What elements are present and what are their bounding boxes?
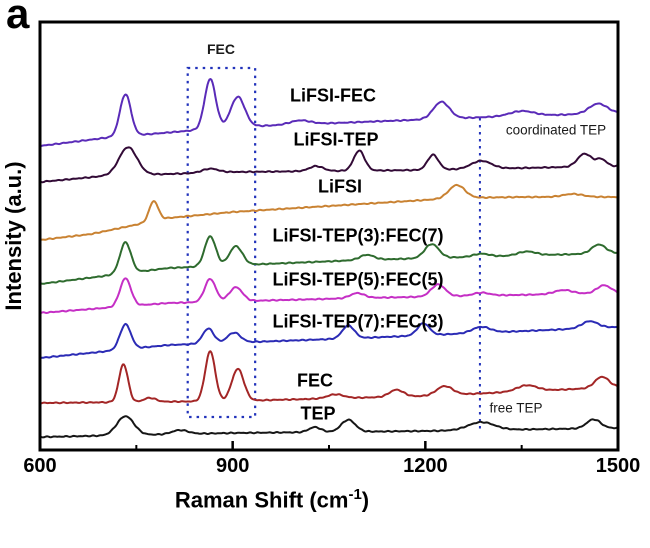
series-label-tep: TEP [300,403,336,424]
fec-region-label: FEC [207,41,235,57]
series-label-lifsi-tep-7-fec-3-: LiFSI-TEP(7):FEC(3) [272,311,444,332]
fec-region-dotted-box [186,66,257,419]
spectrum-trace-lifsi-tep-3-fec-7- [39,235,619,285]
x-axis-title: Raman Shift (cm-1) [175,486,369,513]
spectrum-trace-lifsi [39,183,619,241]
series-label-lifsi-tep-5-fec-5-: LiFSI-TEP(5):FEC(5) [272,269,444,290]
x-axis-title-sup: -1 [348,486,362,503]
spectrum-trace-lifsi-tep-5-fec-5- [39,277,619,315]
free-tep-label: free TEP [489,400,543,416]
x-tick-label-1200: 1200 [403,455,448,477]
spectrum-trace-fec [39,350,619,405]
series-label-lifsi-tep-3-fec-7-: LiFSI-TEP(3):FEC(7) [272,225,444,246]
x-axis-title-close: ) [361,487,370,513]
x-axis-title-text: Raman Shift (cm [174,487,349,513]
x-tick-label-1500: 1500 [595,455,641,477]
series-label-lifsi: LiFSI [318,176,362,197]
spectrum-trace-lifsi-fec [39,78,619,148]
spectrum-trace-lifsi-tep [39,146,619,184]
coordinated-tep-label: coordinated TEP [505,122,607,138]
x-tick-label-900: 900 [215,455,250,477]
spectrum-trace-lifsi-tep-7-fec-3- [39,320,619,359]
y-axis-title: Intensity (a.u.) [1,161,26,311]
spectrum-trace-tep [39,415,619,439]
x-tick-label-600: 600 [23,455,57,477]
series-label-fec: FEC [297,370,333,391]
series-label-lifsi-fec: LiFSI-FEC [290,85,376,106]
series-label-lifsi-tep: LiFSI-TEP [293,129,379,150]
panel-label: a [6,0,30,37]
